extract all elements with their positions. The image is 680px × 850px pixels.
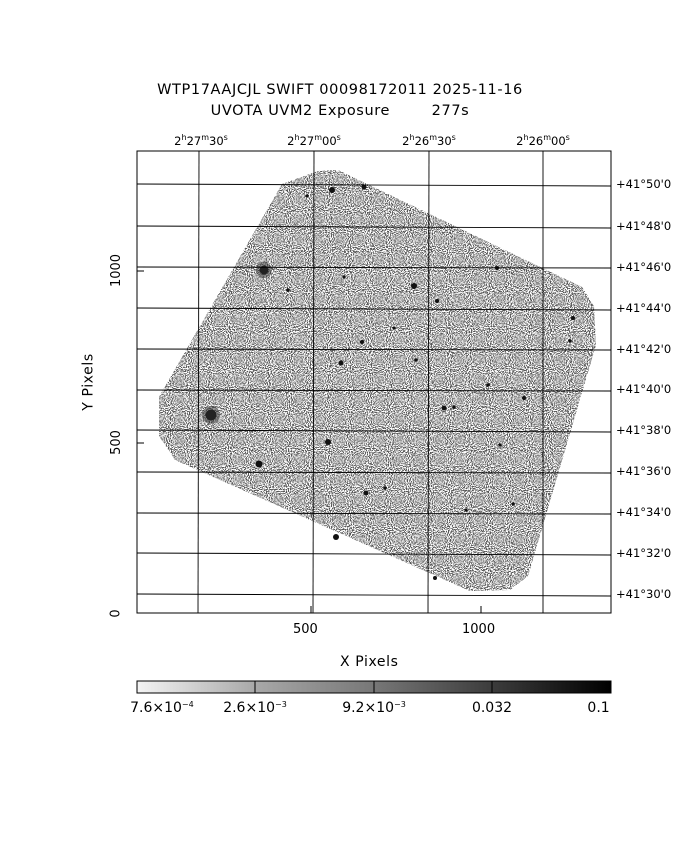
y-axis-label: Y Pixels (80, 353, 97, 411)
dec-label: +41°42'0 (616, 342, 672, 356)
x-axis-label: X Pixels (340, 654, 399, 670)
y-tick-0: 0 (108, 609, 124, 618)
dec-label: +41°44'0 (616, 301, 672, 315)
colorbar-label: 9.2×10−3 (342, 700, 406, 716)
exposure-footprint (159, 170, 596, 591)
dec-grid (136, 183, 612, 597)
dec-label: +41°32'0 (616, 546, 672, 560)
dec-label: +41°40'0 (616, 382, 672, 396)
pixel-ticks (137, 270, 482, 614)
x-tick-1000: 1000 (462, 622, 496, 637)
dec-label: +41°34'0 (616, 505, 672, 519)
plot-frame (136, 150, 612, 614)
point-sources (202, 184, 575, 580)
ra-label: 2h26m30s (402, 133, 456, 148)
dec-label: +41°36'0 (616, 464, 672, 478)
dec-label: +41°48'0 (616, 219, 672, 233)
colorbar (136, 680, 612, 694)
dec-label: +41°46'0 (616, 260, 672, 274)
colorbar-label: 2.6×10−3 (223, 700, 287, 716)
colorbar-label: 7.6×10−4 (130, 700, 194, 716)
y-tick-1000: 1000 (109, 253, 125, 288)
image-title-line1: WTP17AAJCJL SWIFT 00098172011 2025-11-16 (157, 82, 523, 98)
colorbar-label: 0.032 (471, 700, 513, 716)
colorbar-label: 0.1 (587, 700, 610, 716)
dec-label: +41°30'0 (616, 587, 672, 601)
dec-label: +41°50'0 (616, 177, 672, 191)
y-tick-500: 500 (108, 430, 124, 455)
image-title-line2: UVOTA UVM2 Exposure 277s (210, 103, 470, 119)
ra-label: 2h27m00s (287, 133, 341, 148)
dec-label: +41°38'0 (616, 423, 672, 437)
ra-label: 2h26m00s (516, 133, 570, 148)
ra-label: 2h27m30s (174, 133, 228, 148)
x-tick-500: 500 (293, 622, 318, 637)
